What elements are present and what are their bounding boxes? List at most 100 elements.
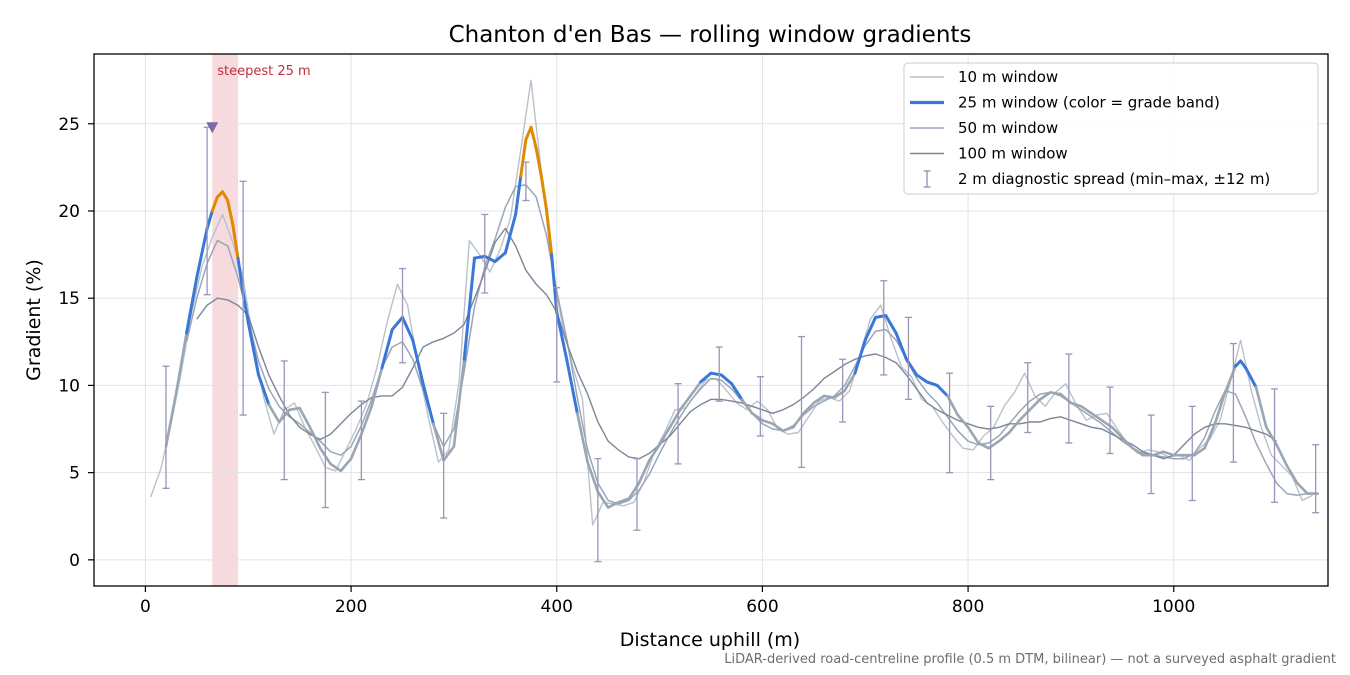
steepest-segment-band — [212, 54, 238, 586]
series-line-25m-segment — [637, 459, 651, 485]
series-line-25m-segment — [678, 394, 692, 412]
annotation-layer: steepest 25 m — [206, 64, 311, 134]
series-line-25m-segment — [1213, 391, 1227, 426]
series-line-25m-segment — [308, 425, 322, 450]
series-line-25m-segment — [1162, 450, 1176, 457]
series-line-25m-segment — [1079, 405, 1093, 415]
legend-label: 50 m window — [958, 119, 1058, 137]
series-line-25m-segment — [421, 382, 435, 426]
series-line-25m-segment — [1028, 398, 1042, 412]
series-line-25m-segment — [1110, 425, 1124, 440]
series-line-25m-segment — [1254, 385, 1268, 429]
series-line-25m-segment — [503, 212, 518, 255]
y-tick-label: 15 — [58, 289, 80, 309]
series-line-25m-segment — [647, 443, 661, 462]
series-line-25m-segment — [761, 418, 775, 426]
series-line-25m-segment — [390, 315, 404, 332]
series-line-25m-segment — [329, 462, 343, 473]
series-line-25m-segment — [1275, 443, 1289, 467]
series-line-25m-segment — [555, 310, 569, 363]
series-line-25m-segment — [514, 174, 523, 216]
series-line-25m-segment — [529, 125, 538, 150]
series-line-100m — [196, 227, 1277, 460]
series-line-25m-segment — [380, 328, 394, 370]
series-line-25m-segment — [483, 254, 497, 264]
series-line-25m-segment — [472, 254, 487, 260]
series-line-25m-segment — [719, 373, 734, 386]
series-line-25m-segment — [1244, 366, 1258, 389]
y-tick-label: 25 — [58, 115, 80, 135]
series-line-25m-segment — [226, 199, 235, 227]
series-line-25m-segment — [539, 174, 548, 211]
series-line-25m-segment — [812, 394, 826, 405]
series-line-25m-segment — [699, 371, 713, 384]
x-tick-label: 200 — [335, 597, 367, 617]
series-line-25m-segment — [802, 401, 816, 415]
series-line-25m-segment — [596, 490, 610, 509]
x-tick-label: 1000 — [1152, 597, 1195, 617]
series-line-25m-segment — [267, 403, 281, 424]
series-line-25m-segment — [1193, 446, 1206, 457]
series-line-25m-segment — [576, 412, 589, 464]
series-line-25m-segment — [360, 405, 373, 436]
series-line-25m-segment — [231, 223, 240, 260]
series-line-25m-segment — [1295, 481, 1309, 495]
series-line-25m-segment — [339, 457, 353, 473]
series-line-25m-segment — [236, 256, 245, 295]
series-line-25m-segment — [822, 394, 836, 399]
series-line-25m-segment — [462, 256, 476, 361]
series-line-25m-segment — [550, 253, 559, 314]
series-line-25m-segment — [298, 406, 312, 429]
series-line-25m-segment — [370, 366, 384, 408]
steepest-marker — [206, 122, 219, 134]
legend-label: 25 m window (color = grade band) — [958, 94, 1220, 112]
steepest-annotation-label: steepest 25 m — [217, 64, 310, 79]
steepest-band-layer — [212, 54, 238, 586]
series-line-25m-segment — [606, 500, 620, 509]
series-line-25m-segment — [689, 380, 703, 398]
series-line-25m-segment — [411, 338, 425, 386]
series-line-25m-segment — [771, 422, 785, 433]
series-line-25m-segment — [658, 425, 672, 447]
y-tick-label: 5 — [69, 464, 80, 484]
legend-box — [903, 62, 1319, 195]
series-line-25m-segment — [884, 314, 898, 335]
series-line-25m-segment — [565, 359, 579, 415]
series-line-25m-segment — [1203, 422, 1217, 450]
series-line-25m-segment — [452, 357, 466, 448]
series-line-25m-segment — [221, 190, 230, 203]
series-line-25m-segment — [1151, 450, 1165, 457]
series-line-25m-segment — [174, 331, 188, 394]
series-line-25m-segment — [915, 373, 929, 384]
series-line-25m-segment — [730, 382, 744, 401]
x-tick-label: 600 — [746, 597, 778, 617]
series-line-25m-segment — [519, 137, 528, 178]
series-line-25m-segment — [781, 425, 795, 433]
legend: 10 m window 25 m window (color = grade ba… — [903, 62, 1319, 195]
series-line-10m — [149, 79, 1313, 526]
y-tick-label: 20 — [58, 202, 80, 222]
series-line-25m-segment — [246, 321, 261, 377]
series-line-25m-segment — [1007, 418, 1021, 434]
series-line-25m-segment — [925, 380, 939, 387]
x-tick-label: 0 — [140, 597, 151, 617]
series-line-25m-segment — [1121, 436, 1134, 450]
series-line-25m-segment — [843, 371, 857, 392]
series-lines — [149, 79, 1320, 526]
y-axis-label: Gradient (%) — [23, 259, 45, 381]
y-tick-label: 10 — [58, 376, 80, 396]
series-line-25m-segment — [1131, 446, 1145, 457]
legend-label: 2 m diagnostic spread (min–max, ±12 m) — [958, 170, 1270, 188]
series-line-25m-segment — [185, 275, 199, 335]
footnote: LiDAR-derived road-centreline profile (0… — [724, 652, 1336, 667]
series-line-25m-segment — [1049, 391, 1062, 396]
series-line-25m-segment — [966, 425, 980, 445]
series-line-25m-segment — [210, 195, 219, 213]
legend-label: 100 m window — [958, 145, 1068, 163]
x-tick-label: 800 — [952, 597, 984, 617]
diagnostic-spread-bars — [162, 126, 1320, 563]
series-line-25m-segment — [586, 460, 600, 494]
series-line-25m-segment — [195, 226, 209, 279]
series-line-25m-segment — [956, 413, 970, 429]
series-line-25m-segment — [432, 422, 445, 462]
